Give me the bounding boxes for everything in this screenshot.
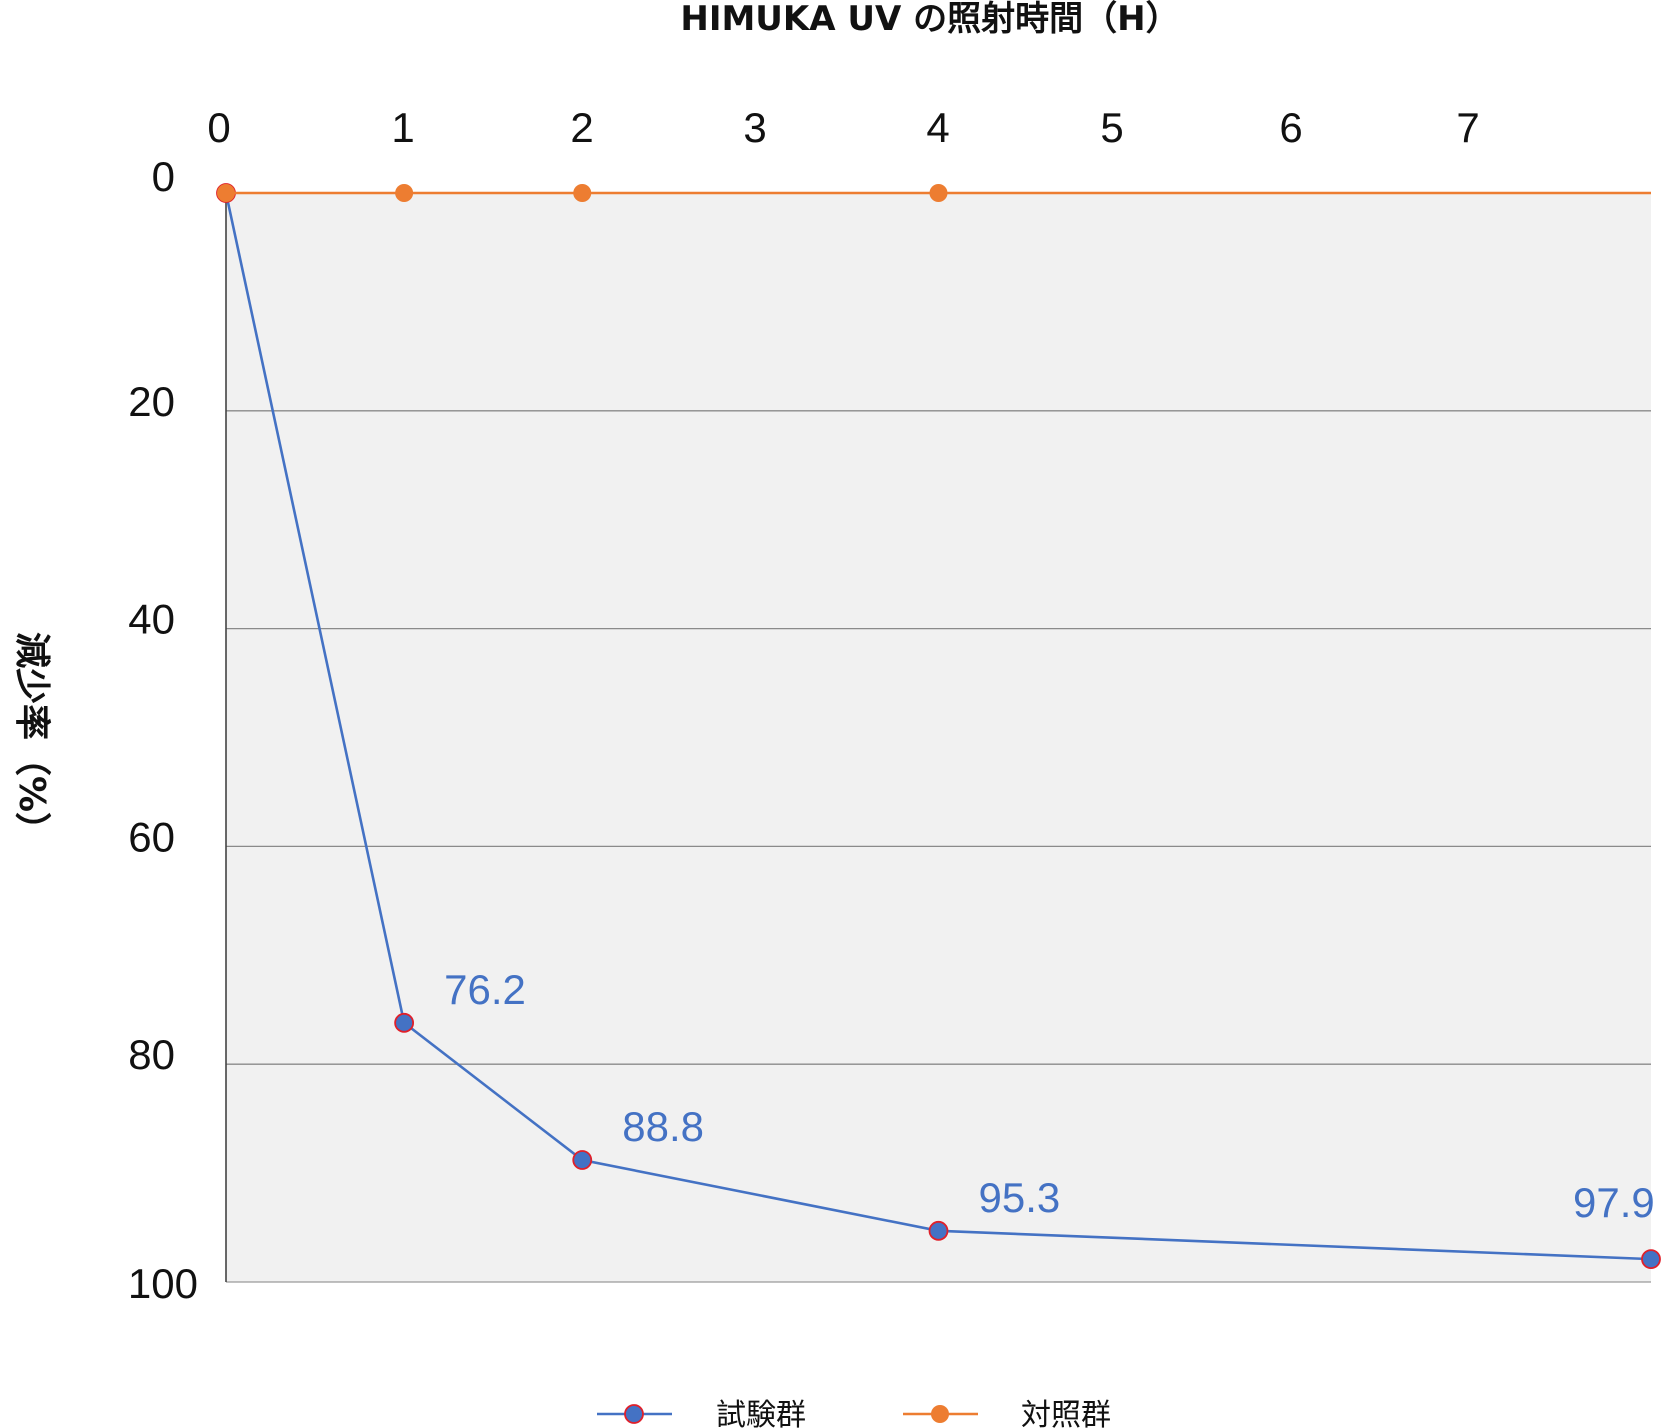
- data-point: [928, 1220, 949, 1241]
- data-label: 88.8: [622, 1103, 704, 1150]
- x-tick-label: 6: [1279, 104, 1302, 151]
- legend-marker: [624, 1404, 644, 1424]
- data-point: [929, 184, 948, 202]
- y-axis-label: 減少率（%）: [11, 632, 52, 848]
- x-tick-label: 0: [207, 104, 230, 151]
- data-point: [217, 184, 235, 202]
- x-tick-label: 1: [391, 104, 414, 151]
- x-tick-label: 4: [926, 104, 949, 151]
- plot-background: [226, 193, 1651, 1282]
- data-point: [1641, 1249, 1661, 1270]
- x-tick-label: 7: [1456, 104, 1479, 151]
- plot-area: 0 20 40 60 80 100 0 1 2 3 4 5 6 7 76.2 88.8 95.3 97.9: [128, 104, 1661, 1307]
- data-point: [394, 1012, 415, 1033]
- y-tick-label: 20: [128, 378, 175, 425]
- y-tick-label: 60: [128, 813, 175, 860]
- legend-label: 試験群: [716, 1398, 806, 1428]
- y-tick-label: 80: [128, 1031, 175, 1078]
- y-tick-label: 100: [128, 1260, 198, 1307]
- legend: 試験群 対照群: [597, 1398, 1111, 1428]
- legend-marker: [931, 1405, 949, 1423]
- x-tick-label: 3: [743, 104, 766, 151]
- data-point: [573, 184, 592, 202]
- data-point: [572, 1150, 593, 1170]
- data-label: 95.3: [979, 1174, 1061, 1221]
- chart-title: HIMUKA UV の照射時間（H）: [680, 0, 1179, 39]
- x-tick-label: 5: [1100, 104, 1123, 151]
- legend-label: 対照群: [1021, 1398, 1111, 1428]
- x-tick-label: 2: [570, 104, 593, 151]
- data-point: [395, 184, 414, 202]
- data-label: 97.9: [1573, 1179, 1655, 1226]
- y-tick-label: 40: [128, 596, 175, 643]
- y-tick-label: 0: [152, 153, 175, 200]
- data-label: 76.2: [444, 966, 526, 1013]
